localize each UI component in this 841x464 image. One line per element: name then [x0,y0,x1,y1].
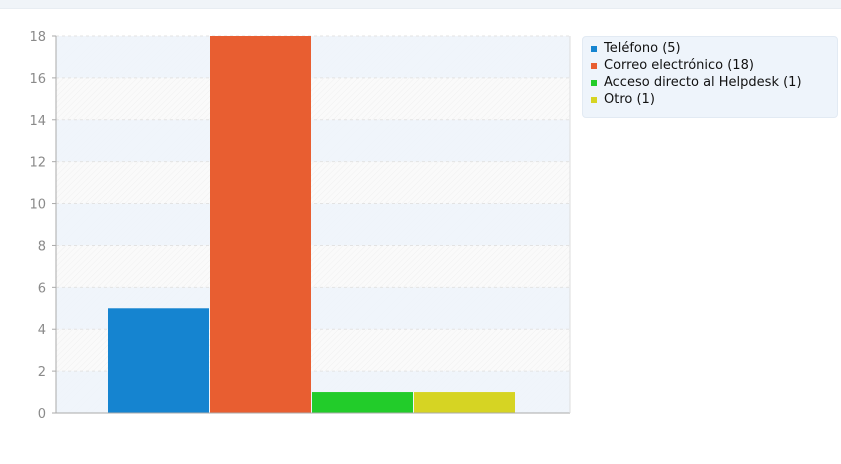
y-tick-label: 2 [38,365,46,380]
grid-lines [56,35,570,372]
grid-band [56,203,570,246]
legend: Teléfono (5) Correo electrónico (18) Acces… [582,36,838,118]
legend-item: Acceso directo al Helpdesk (1) [591,74,837,91]
y-tick-label: 14 [29,114,46,129]
legend-swatch [591,62,597,69]
y-axis-ticks: 0 2 4 6 8 10 12 14 16 18 [29,30,56,422]
legend-swatch [591,79,597,86]
y-tick-label: 4 [38,323,46,338]
panel-top-border [0,0,841,9]
y-tick-label: 10 [29,198,46,213]
legend-label: Otro (1) [604,92,655,107]
y-tick-label: 12 [29,156,46,171]
legend-label: Teléfono (5) [604,41,681,56]
y-tick-label: 0 [38,407,46,422]
grid-band [56,36,570,78]
grid-band [56,119,570,162]
legend-label: Acceso directo al Helpdesk (1) [604,75,802,90]
legend-item: Teléfono (5) [591,40,837,57]
bar-teléfono [108,308,209,413]
y-tick-label: 6 [38,281,46,296]
legend-label: Correo electrónico (18) [604,58,754,73]
legend-swatch [591,96,597,103]
y-tick-label: 8 [38,239,46,254]
axes [55,36,571,414]
y-tick-label: 16 [29,72,46,87]
bar-correo-electrónico [210,36,311,413]
bar-otro [414,392,515,413]
legend-item: Otro (1) [591,91,837,108]
y-tick-label: 18 [29,30,46,45]
legend-item: Correo electrónico (18) [591,57,837,74]
bars [108,36,515,413]
bar-acceso-directo-al-helpdesk [312,392,413,413]
legend-swatch [591,45,597,52]
